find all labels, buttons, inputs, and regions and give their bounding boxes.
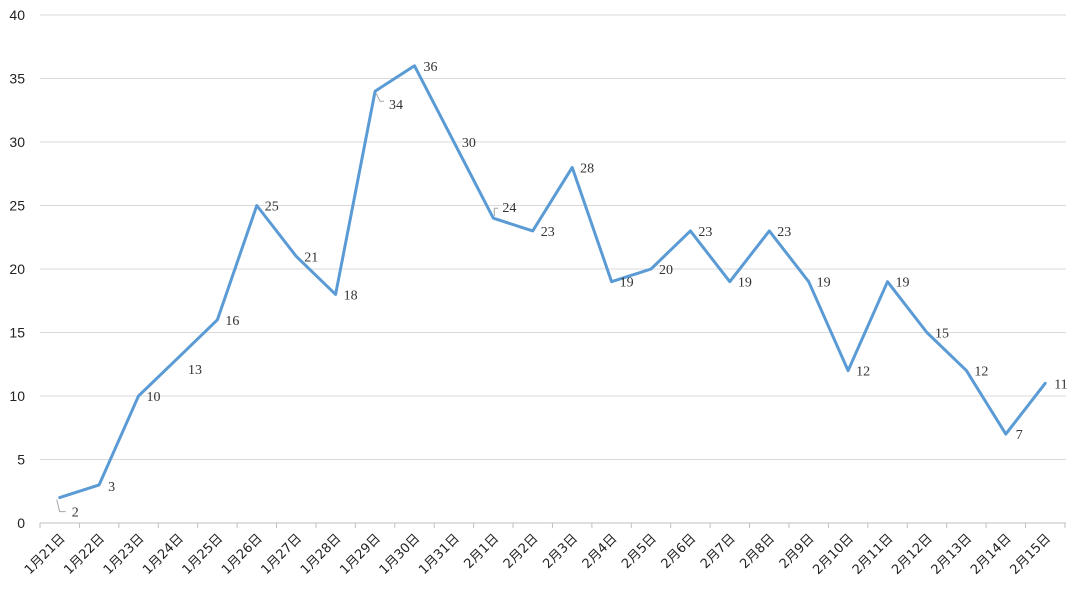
y-tick-label: 25 xyxy=(9,198,25,214)
data-label-leader xyxy=(56,499,66,513)
data-label-leader xyxy=(375,92,385,102)
x-tick-label: 1月27日 xyxy=(259,531,306,578)
x-tick-label: 2月7日 xyxy=(698,531,739,572)
x-tick-label: 2月10日 xyxy=(810,531,857,578)
y-tick-label: 15 xyxy=(9,325,25,341)
data-label: 19 xyxy=(817,276,831,291)
data-label: 12 xyxy=(974,365,988,380)
data-label: 7 xyxy=(1016,428,1023,443)
data-label: 36 xyxy=(423,60,437,75)
data-label: 23 xyxy=(541,225,555,240)
x-tick-label: 1月26日 xyxy=(219,531,266,578)
data-label: 23 xyxy=(777,225,791,240)
data-label: 21 xyxy=(304,250,318,265)
y-tick-label: 10 xyxy=(9,388,25,404)
data-label: 19 xyxy=(738,276,752,291)
x-tick-label: 1月23日 xyxy=(101,531,148,578)
x-tick-label: 1月21日 xyxy=(22,531,69,578)
grid-lines xyxy=(40,14,1066,524)
x-axis-ticks: 1月21日1月22日1月23日1月24日1月25日1月26日1月27日1月28日… xyxy=(22,523,1066,578)
x-tick-label: 2月2日 xyxy=(501,531,542,572)
y-tick-label: 30 xyxy=(9,134,25,150)
x-tick-label: 2月3日 xyxy=(540,531,581,572)
data-label: 20 xyxy=(659,263,673,278)
y-tick-label: 40 xyxy=(9,7,25,23)
data-label: 25 xyxy=(265,200,279,215)
y-axis-ticks: 0 5 10 15 20 25 30 35 40 xyxy=(9,7,25,531)
data-label: 2 xyxy=(72,506,79,521)
data-label: 10 xyxy=(147,390,161,405)
data-label: 19 xyxy=(896,276,910,291)
data-label: 15 xyxy=(935,327,949,342)
data-label: 3 xyxy=(108,480,115,495)
data-label: 30 xyxy=(462,136,476,151)
x-tick-label: 1月28日 xyxy=(298,531,345,578)
x-tick-label: 2月15日 xyxy=(1007,531,1054,578)
series-line-group xyxy=(58,64,1047,500)
x-tick-label: 1月30日 xyxy=(377,531,424,578)
x-tick-label: 2月4日 xyxy=(580,531,621,572)
x-tick-label: 2月11日 xyxy=(850,531,897,578)
y-tick-label: 5 xyxy=(17,452,25,468)
data-label: 19 xyxy=(620,276,634,291)
x-tick-label: 1月25日 xyxy=(180,531,227,578)
data-label: 24 xyxy=(502,201,516,216)
x-tick-label: 1月31日 xyxy=(416,531,463,578)
data-label: 13 xyxy=(188,363,202,378)
x-tick-label: 2月14日 xyxy=(968,531,1015,578)
x-tick-label: 2月6日 xyxy=(659,531,700,572)
data-label: 16 xyxy=(225,314,239,329)
data-label-leader xyxy=(493,207,499,217)
x-tick-label: 1月22日 xyxy=(61,531,108,578)
x-tick-label: 1月29日 xyxy=(337,531,384,578)
x-tick-label: 2月12日 xyxy=(889,531,936,578)
data-labels: 2310131625211834363024232819202319231912… xyxy=(56,60,1068,521)
x-tick-label: 2月5日 xyxy=(619,531,660,572)
x-tick-label: 2月13日 xyxy=(929,531,976,578)
y-tick-label: 35 xyxy=(9,71,25,87)
series-line xyxy=(58,64,1047,500)
y-tick-label: 20 xyxy=(9,261,25,277)
y-tick-label: 0 xyxy=(17,515,25,531)
x-tick-label: 1月24日 xyxy=(140,531,187,578)
data-label: 11 xyxy=(1054,377,1067,392)
x-tick-label: 2月1日 xyxy=(461,531,502,572)
data-label: 18 xyxy=(344,288,358,303)
data-label: 12 xyxy=(856,365,870,380)
data-label: 34 xyxy=(389,98,403,113)
x-tick-label: 2月8日 xyxy=(737,531,778,572)
data-label: 28 xyxy=(580,161,594,176)
data-label: 23 xyxy=(698,225,712,240)
